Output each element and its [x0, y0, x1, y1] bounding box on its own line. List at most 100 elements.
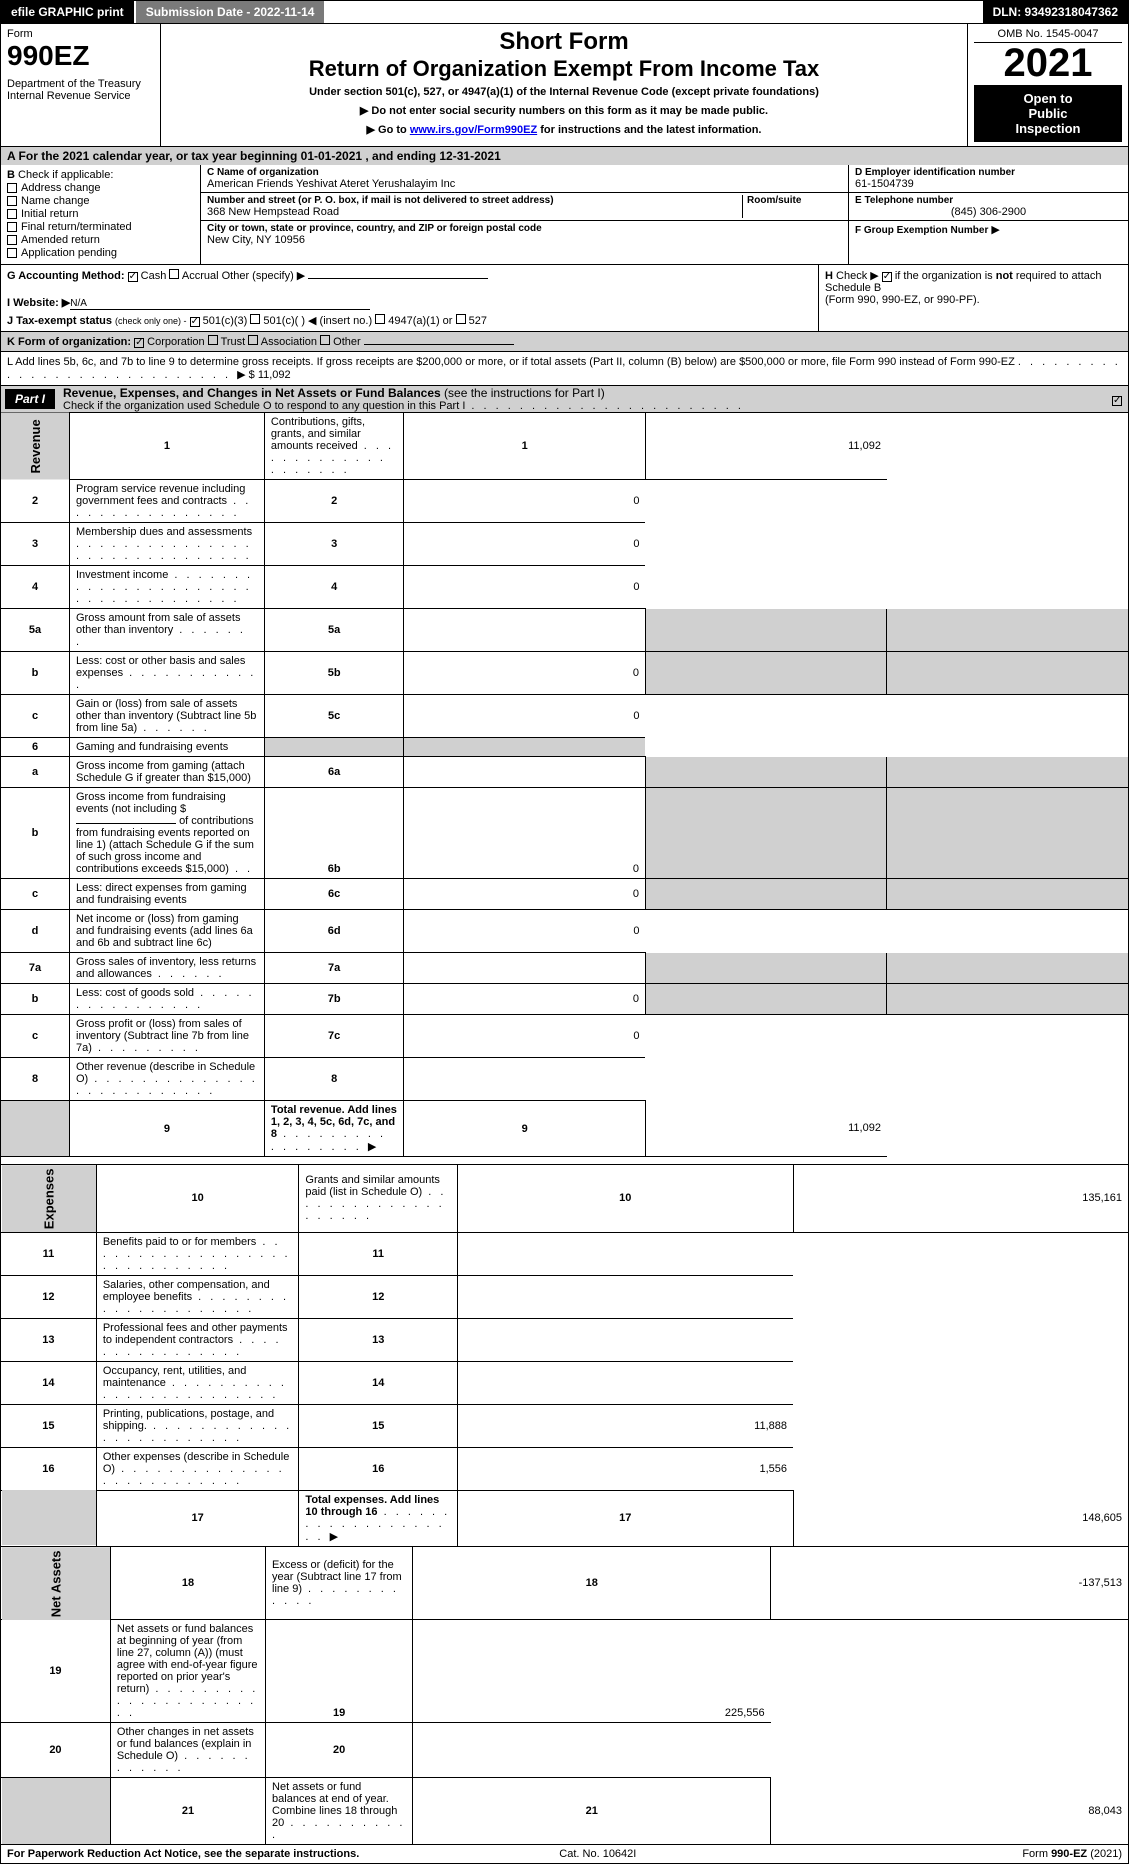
line-ln: 20: [266, 1723, 413, 1778]
sub-label: 7b: [264, 984, 404, 1015]
checkbox-label: Initial return: [21, 208, 78, 220]
section-gh: G Accounting Method: Cash Accrual Other …: [0, 265, 1129, 332]
line-num: 21: [110, 1778, 265, 1845]
checkbox-association[interactable]: [248, 335, 258, 345]
line-ln-grey: [264, 738, 404, 757]
checkbox-label: Address change: [21, 182, 101, 194]
line-amt: 1,556: [458, 1447, 793, 1490]
checkbox-application-pending[interactable]: Application pending: [7, 247, 194, 259]
phone-value: (845) 306-2900: [855, 206, 1122, 218]
line-num: 3: [1, 523, 70, 566]
line-desc: Gaming and fundraising events: [70, 738, 265, 757]
line-desc: Gross income from gaming (attach Schedul…: [70, 757, 265, 788]
checkbox-4947[interactable]: [375, 314, 385, 324]
checkbox-final-return[interactable]: Final return/terminated: [7, 221, 194, 233]
efile-print-button[interactable]: efile GRAPHIC print: [1, 1, 136, 23]
checkbox-corporation[interactable]: [134, 338, 144, 348]
line-desc: Program service revenue including govern…: [70, 480, 265, 523]
org-name: American Friends Yeshivat Ateret Yerusha…: [207, 178, 842, 190]
line-ln-grey: [645, 953, 887, 984]
checkbox-501c[interactable]: [250, 314, 260, 324]
line-amt: [458, 1318, 793, 1361]
sub-val: 0: [404, 652, 646, 695]
line-num: 15: [1, 1404, 97, 1447]
sub-val: 0: [404, 788, 646, 879]
section-l: L Add lines 5b, 6c, and 7b to line 9 to …: [0, 352, 1129, 386]
other-specify-input[interactable]: [308, 278, 488, 279]
f-arrow: ▶: [991, 224, 999, 236]
l-text: L Add lines 5b, 6c, and 7b to line 9 to …: [7, 356, 1015, 368]
part1-title-sub: (see the instructions for Part I): [444, 386, 605, 400]
tax-year: 2021: [974, 43, 1122, 83]
line-num: 19: [1, 1620, 111, 1723]
sub-val: 0: [404, 984, 646, 1015]
line-amt: 0: [404, 566, 646, 609]
opt-501c3: 501(c)(3): [203, 315, 248, 327]
line-ln-grey: [645, 609, 887, 652]
line-amt: [458, 1361, 793, 1404]
line-amt: 88,043: [771, 1778, 1129, 1845]
line-ln: 12: [299, 1275, 458, 1318]
line-num: b: [1, 984, 70, 1015]
revenue-side-label: Revenue: [1, 413, 70, 480]
checkbox-501c3[interactable]: [190, 317, 200, 327]
checkbox-initial-return[interactable]: Initial return: [7, 208, 194, 220]
line-amt: [458, 1275, 793, 1318]
checkbox-accrual[interactable]: [169, 269, 179, 279]
line-ln: 11: [299, 1232, 458, 1275]
line-ln: 3: [264, 523, 404, 566]
revenue-table: Revenue 1 Contributions, gifts, grants, …: [0, 413, 1129, 1157]
line-ln-grey: [645, 652, 887, 695]
line-ln: 8: [264, 1058, 404, 1101]
irs-link[interactable]: www.irs.gov/Form990EZ: [410, 124, 537, 136]
open-line1: Open to: [978, 91, 1118, 106]
open-line2: Public: [978, 106, 1118, 121]
checkbox-part1-scho[interactable]: [1112, 396, 1122, 406]
line-amt-grey: [887, 757, 1129, 788]
line-amt: [458, 1232, 793, 1275]
opt-trust: Trust: [221, 336, 246, 348]
sub-label: 6a: [264, 757, 404, 788]
city-state-zip: New City, NY 10956: [207, 234, 842, 246]
section-k: K Form of organization: Corporation Trus…: [0, 332, 1129, 352]
line-ln: 13: [299, 1318, 458, 1361]
line-amt: 0: [404, 1015, 646, 1058]
line-ln: 9: [404, 1101, 646, 1157]
line-num: 16: [1, 1447, 97, 1490]
checkbox-amended-return[interactable]: Amended return: [7, 234, 194, 246]
line-amt: 0: [404, 523, 646, 566]
i-label: I Website: ▶: [7, 297, 70, 309]
check-if-applicable: Check if applicable:: [18, 169, 113, 181]
checkbox-icon: [7, 196, 17, 206]
line-num: 14: [1, 1361, 97, 1404]
checkbox-h[interactable]: [882, 272, 892, 282]
e-label: E Telephone number: [855, 195, 1122, 206]
f-label: F Group Exemption Number: [855, 225, 988, 236]
checkbox-cash[interactable]: [128, 272, 138, 282]
fundraising-amount-input[interactable]: [76, 823, 176, 824]
section-g: G Accounting Method: Cash Accrual Other …: [1, 265, 818, 331]
sub-val: [404, 757, 646, 788]
header-left: Form 990EZ Department of the Treasury In…: [1, 24, 161, 146]
checkbox-address-change[interactable]: Address change: [7, 182, 194, 194]
spacer: [0, 1157, 1129, 1165]
checkbox-trust[interactable]: [208, 335, 218, 345]
line-num: 11: [1, 1232, 97, 1275]
line-desc: Excess or (deficit) for the year (Subtra…: [266, 1547, 413, 1620]
checkbox-name-change[interactable]: Name change: [7, 195, 194, 207]
line-amt: 11,092: [645, 413, 887, 480]
line-desc: Salaries, other compensation, and employ…: [96, 1275, 299, 1318]
line-num: 12: [1, 1275, 97, 1318]
line-desc: Total expenses. Add lines 10 through 16 …: [299, 1490, 458, 1546]
checkbox-527[interactable]: [456, 314, 466, 324]
line-num: 10: [96, 1165, 299, 1232]
sub-label: 7a: [264, 953, 404, 984]
footer: For Paperwork Reduction Act Notice, see …: [0, 1845, 1129, 1864]
line-num: a: [1, 757, 70, 788]
checkbox-other-org[interactable]: [320, 335, 330, 345]
line-ln: 18: [413, 1547, 771, 1620]
section-b-grid: B Check if applicable: Address change Na…: [0, 165, 1129, 265]
line-num: 6: [1, 738, 70, 757]
part1-title: Revenue, Expenses, and Changes in Net As…: [63, 386, 441, 400]
other-org-input[interactable]: [364, 344, 514, 345]
